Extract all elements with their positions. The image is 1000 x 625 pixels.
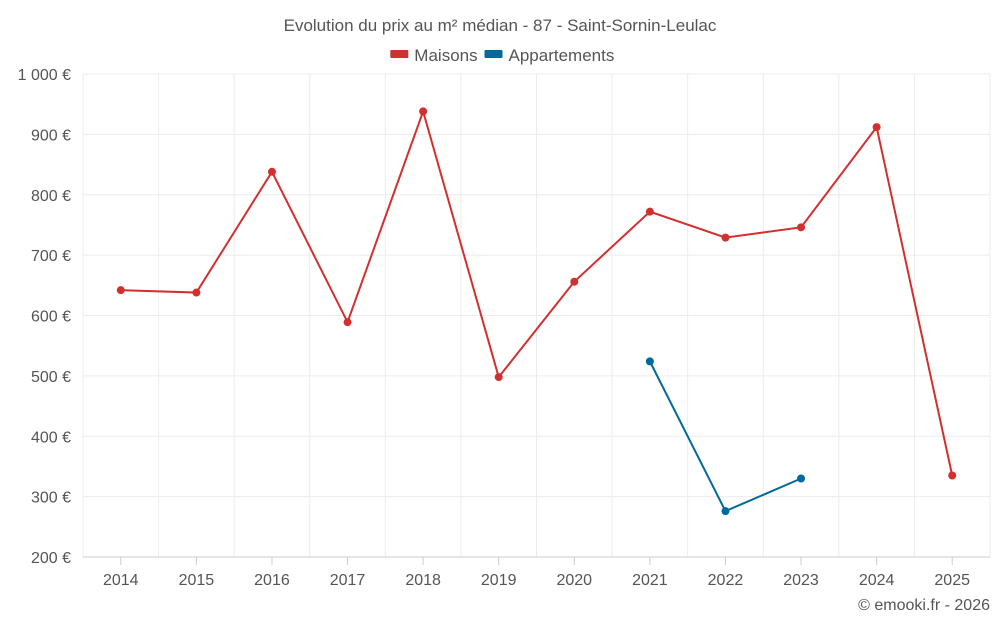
series-line-maisons [120,108,954,476]
legend-item-appartements[interactable]: Appartements [484,46,615,65]
data-point-maisons[interactable] [494,373,503,382]
data-point-maisons[interactable] [192,288,201,297]
x-tick-label: 2024 [859,572,895,589]
series-appartements [645,357,806,516]
y-tick-label: 1 000 € [18,67,71,84]
legend-item-maisons[interactable]: Maisons [390,46,478,65]
x-tick-label: 2015 [179,572,215,589]
x-tick-label: 2022 [708,572,744,589]
x-tick-label: 2016 [254,572,290,589]
legend-swatch [390,50,409,58]
grid [82,73,991,558]
x-tick-label: 2017 [330,572,366,589]
credit-text: © emooki.fr - 2026 [858,597,990,614]
chart-title: Evolution du prix au m² médian - 87 - Sa… [284,16,717,35]
data-point-maisons[interactable] [267,167,276,176]
y-tick-label: 400 € [31,429,71,446]
y-tick-label: 900 € [31,127,71,144]
data-point-maisons[interactable] [343,318,352,327]
data-point-maisons[interactable] [645,207,654,216]
data-point-maisons[interactable] [570,277,579,286]
legend[interactable]: Maisons Appartements [390,46,614,65]
x-tick-label: 2020 [556,572,592,589]
x-tick-label: 2019 [481,572,517,589]
y-tick-label: 300 € [31,490,71,507]
y-tick-label: 200 € [31,550,71,567]
axes: 200 € 300 € 400 € 500 € 600 € 700 € 800 € 900 €… [18,67,990,589]
legend-label: Maisons [414,46,477,65]
x-tick-label: 2023 [783,572,819,589]
series [116,107,957,516]
data-point-maisons[interactable] [721,233,730,242]
series-maisons [116,107,957,480]
data-point-maisons[interactable] [797,223,806,232]
data-point-maisons[interactable] [872,123,881,132]
data-point-maisons[interactable] [419,107,428,116]
data-point-maisons[interactable] [948,471,957,480]
x-tick-label: 2018 [405,572,441,589]
legend-swatch [484,50,503,58]
data-point-appartements[interactable] [721,507,730,516]
x-tick-label: 2014 [103,572,139,589]
x-tick-label: 2025 [934,572,970,589]
y-tick-label: 800 € [31,188,71,205]
data-point-maisons[interactable] [116,286,125,295]
y-tick-label: 700 € [31,248,71,265]
legend-label: Appartements [509,46,615,65]
data-point-appartements[interactable] [645,357,654,366]
y-tick-label: 600 € [31,309,71,326]
data-point-appartements[interactable] [797,474,806,483]
x-tick-label: 2021 [632,572,668,589]
y-tick-label: 500 € [31,369,71,386]
